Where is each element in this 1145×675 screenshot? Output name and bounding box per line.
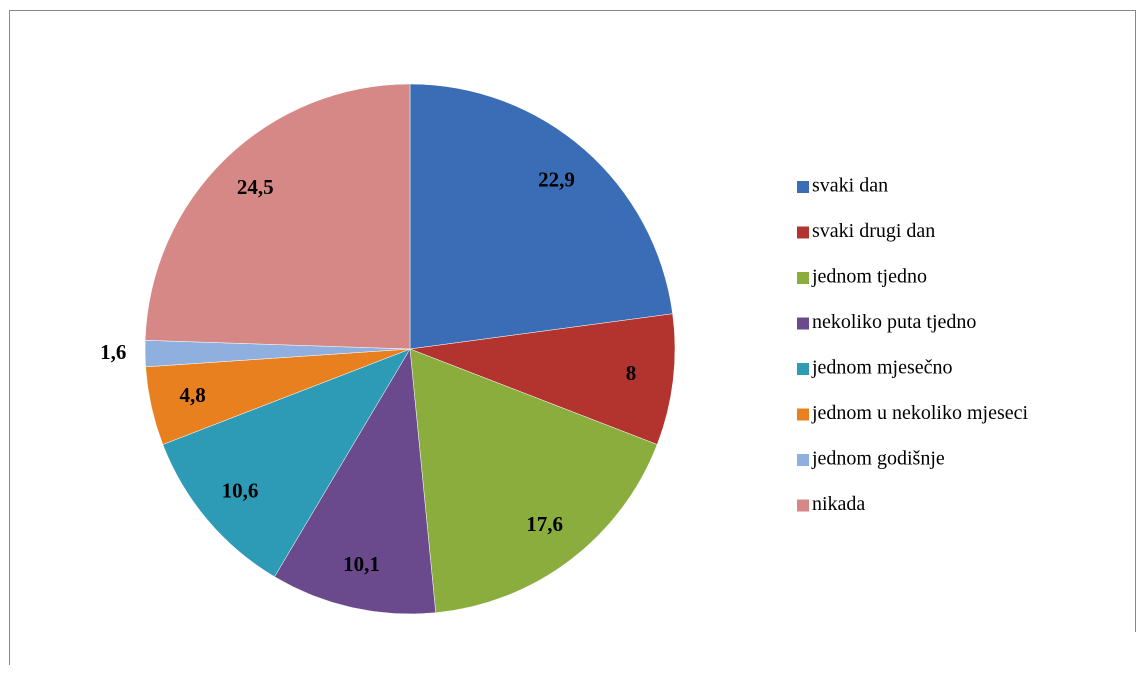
data-label: 4,8 (180, 383, 206, 407)
data-label: 22,9 (538, 167, 575, 191)
data-label: 17,6 (526, 512, 563, 536)
legend-label: jednom u nekoliko mjeseci (811, 402, 1029, 424)
data-label: 10,6 (222, 478, 259, 502)
pie-slice (409, 313, 676, 445)
legend-swatch (797, 181, 809, 193)
legend-label: svaki dan (812, 175, 888, 197)
legend-label: jednom tjedno (811, 266, 927, 288)
data-label: 1,6 (100, 340, 126, 364)
legend-label: nekoliko puta tjedno (812, 311, 976, 333)
chart-border (9, 10, 1136, 665)
legend-swatch (797, 363, 809, 375)
data-label: 24,5 (237, 175, 274, 199)
pie-slice (162, 348, 411, 578)
pie-slice (409, 83, 673, 350)
data-label: 8 (626, 361, 637, 385)
legend-swatch (797, 317, 809, 330)
legend-swatch (797, 408, 809, 421)
legend-swatch (797, 272, 809, 284)
legend-swatch (797, 226, 809, 239)
data-label: 10,1 (343, 552, 380, 576)
legend-swatch (797, 454, 809, 466)
legend-label: svaki drugi dan (812, 220, 935, 242)
pie-slice (144, 83, 411, 350)
legend-label: jednom mjesečno (811, 357, 953, 379)
pie-slice (274, 348, 437, 615)
legend-label: nikada (812, 493, 865, 515)
legend-label: jednom godišnje (811, 448, 945, 470)
legend-swatch (797, 499, 809, 512)
pie-slice (409, 348, 658, 614)
